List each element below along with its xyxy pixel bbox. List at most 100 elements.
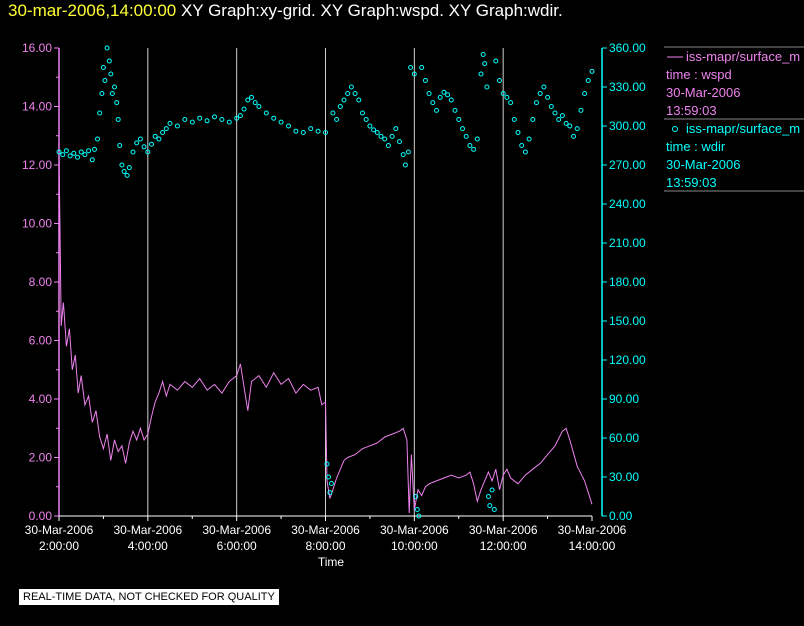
- wdir-point: [86, 148, 92, 154]
- wdir-point: [463, 133, 469, 139]
- wdir-point: [519, 143, 525, 148]
- wdir-point: [95, 136, 100, 142]
- wdir-point: [60, 152, 66, 158]
- wdir-point: [402, 162, 408, 168]
- wdir-point: [156, 136, 162, 142]
- wdir-point: [117, 143, 123, 148]
- wdir-point: [78, 149, 84, 155]
- x-tick-time: 6:00:00: [217, 539, 257, 553]
- x-tick-date: 30-Mar-2006: [202, 523, 271, 537]
- wdir-point: [530, 117, 536, 122]
- wdir-point: [471, 146, 477, 152]
- x-tick-time: 2:00:00: [39, 539, 79, 553]
- wdir-point: [337, 104, 343, 109]
- wdir-point: [278, 119, 284, 125]
- wdir-point: [327, 490, 333, 496]
- wdir-point: [149, 141, 154, 147]
- wdir-point: [112, 84, 117, 90]
- right-y-axis: 0.00 30.00 60.00 90.00 120.00 150.00 180.00 210…: [601, 41, 646, 523]
- legend-text: time : wspd: [666, 67, 732, 82]
- wdir-point: [400, 152, 406, 158]
- wdir-point: [460, 126, 465, 132]
- wdir-point: [491, 507, 497, 512]
- wdir-point: [241, 106, 247, 112]
- graph-header: 30-mar-2006,14:00:00 XY Graph:xy-grid. X…: [8, 1, 563, 21]
- wdir-point: [109, 91, 115, 96]
- wdir-point: [484, 84, 490, 90]
- wdir-point: [300, 130, 306, 135]
- wdir-point: [219, 117, 225, 122]
- wdir-point: [437, 94, 443, 100]
- x-tick-time: 12:00:00: [480, 539, 527, 553]
- wdir-point: [559, 113, 565, 119]
- vertical-grid-lines: [147, 48, 504, 516]
- wdir-point: [104, 45, 110, 51]
- right-tick-label: 180.00: [609, 275, 646, 289]
- legend-text: 30-Mar-2006: [666, 157, 740, 172]
- wdir-point: [160, 130, 166, 135]
- wdir-point: [249, 94, 254, 100]
- header-timestamp: 30-mar-2006,14:00:00: [8, 1, 177, 20]
- x-axis-label: Time: [318, 555, 345, 569]
- wdir-point: [348, 84, 354, 90]
- wdir-point: [115, 117, 121, 122]
- wdir-point: [426, 91, 432, 96]
- left-tick-label: 14.00: [22, 100, 52, 114]
- wdir-point: [63, 148, 69, 154]
- wdir-point: [356, 97, 362, 103]
- right-tick-label: 270.00: [609, 158, 646, 172]
- wdir-point: [134, 140, 140, 146]
- wdir-point: [500, 91, 506, 96]
- wdir-point: [293, 128, 299, 134]
- x-tick-time: 8:00:00: [305, 539, 345, 553]
- wdir-point: [119, 162, 125, 168]
- wdir-point: [174, 123, 180, 129]
- wdir-point: [308, 126, 314, 132]
- wdir-point: [552, 110, 558, 116]
- legend-text: time : wdir: [666, 139, 726, 154]
- wdir-point: [121, 169, 127, 174]
- wdir-point: [189, 119, 195, 125]
- wdir-point: [145, 149, 151, 155]
- wdir-point: [526, 136, 532, 142]
- wdir-point: [411, 71, 417, 77]
- right-tick-label: 90.00: [609, 392, 639, 406]
- wdir-point: [480, 52, 486, 57]
- wdir-point: [315, 128, 321, 134]
- wdir-point: [405, 149, 411, 155]
- wdir-point: [434, 107, 439, 113]
- wdir-point: [414, 507, 420, 512]
- wdir-point: [522, 149, 528, 155]
- wdir-point: [537, 91, 543, 96]
- left-tick-label: 16.00: [22, 41, 52, 55]
- wdir-series: [56, 45, 595, 519]
- wdir-point: [271, 115, 277, 121]
- quality-disclaimer: REAL-TIME DATA, NOT CHECKED FOR QUALITY: [19, 589, 279, 605]
- wdir-point: [422, 78, 428, 83]
- right-tick-label: 240.00: [609, 197, 646, 211]
- wdir-point: [371, 127, 377, 133]
- wdir-point: [487, 503, 493, 509]
- wdir-point: [556, 117, 562, 122]
- right-tick-label: 360.00: [609, 41, 646, 55]
- wdir-point: [75, 154, 80, 160]
- wdir-point: [397, 139, 402, 145]
- right-tick-label: 210.00: [609, 236, 646, 250]
- wdir-point: [430, 100, 436, 106]
- header-graph-names: XY Graph:xy-grid. XY Graph:wspd. XY Grap…: [180, 1, 563, 20]
- wdir-point: [571, 133, 576, 139]
- wdir-point: [341, 97, 347, 103]
- wdir-point: [197, 115, 203, 121]
- x-tick-date: 30-Mar-2006: [380, 523, 449, 537]
- wdir-point: [408, 65, 414, 70]
- legend-text: iss-mapr/surface_m: [686, 49, 800, 64]
- wdir-point: [130, 149, 136, 155]
- wspd-series: [58, 150, 593, 514]
- wdir-point: [102, 78, 108, 83]
- wdir-point: [393, 126, 399, 132]
- wdir-point: [256, 104, 262, 109]
- wdir-point: [89, 157, 95, 163]
- wdir-point: [326, 474, 331, 480]
